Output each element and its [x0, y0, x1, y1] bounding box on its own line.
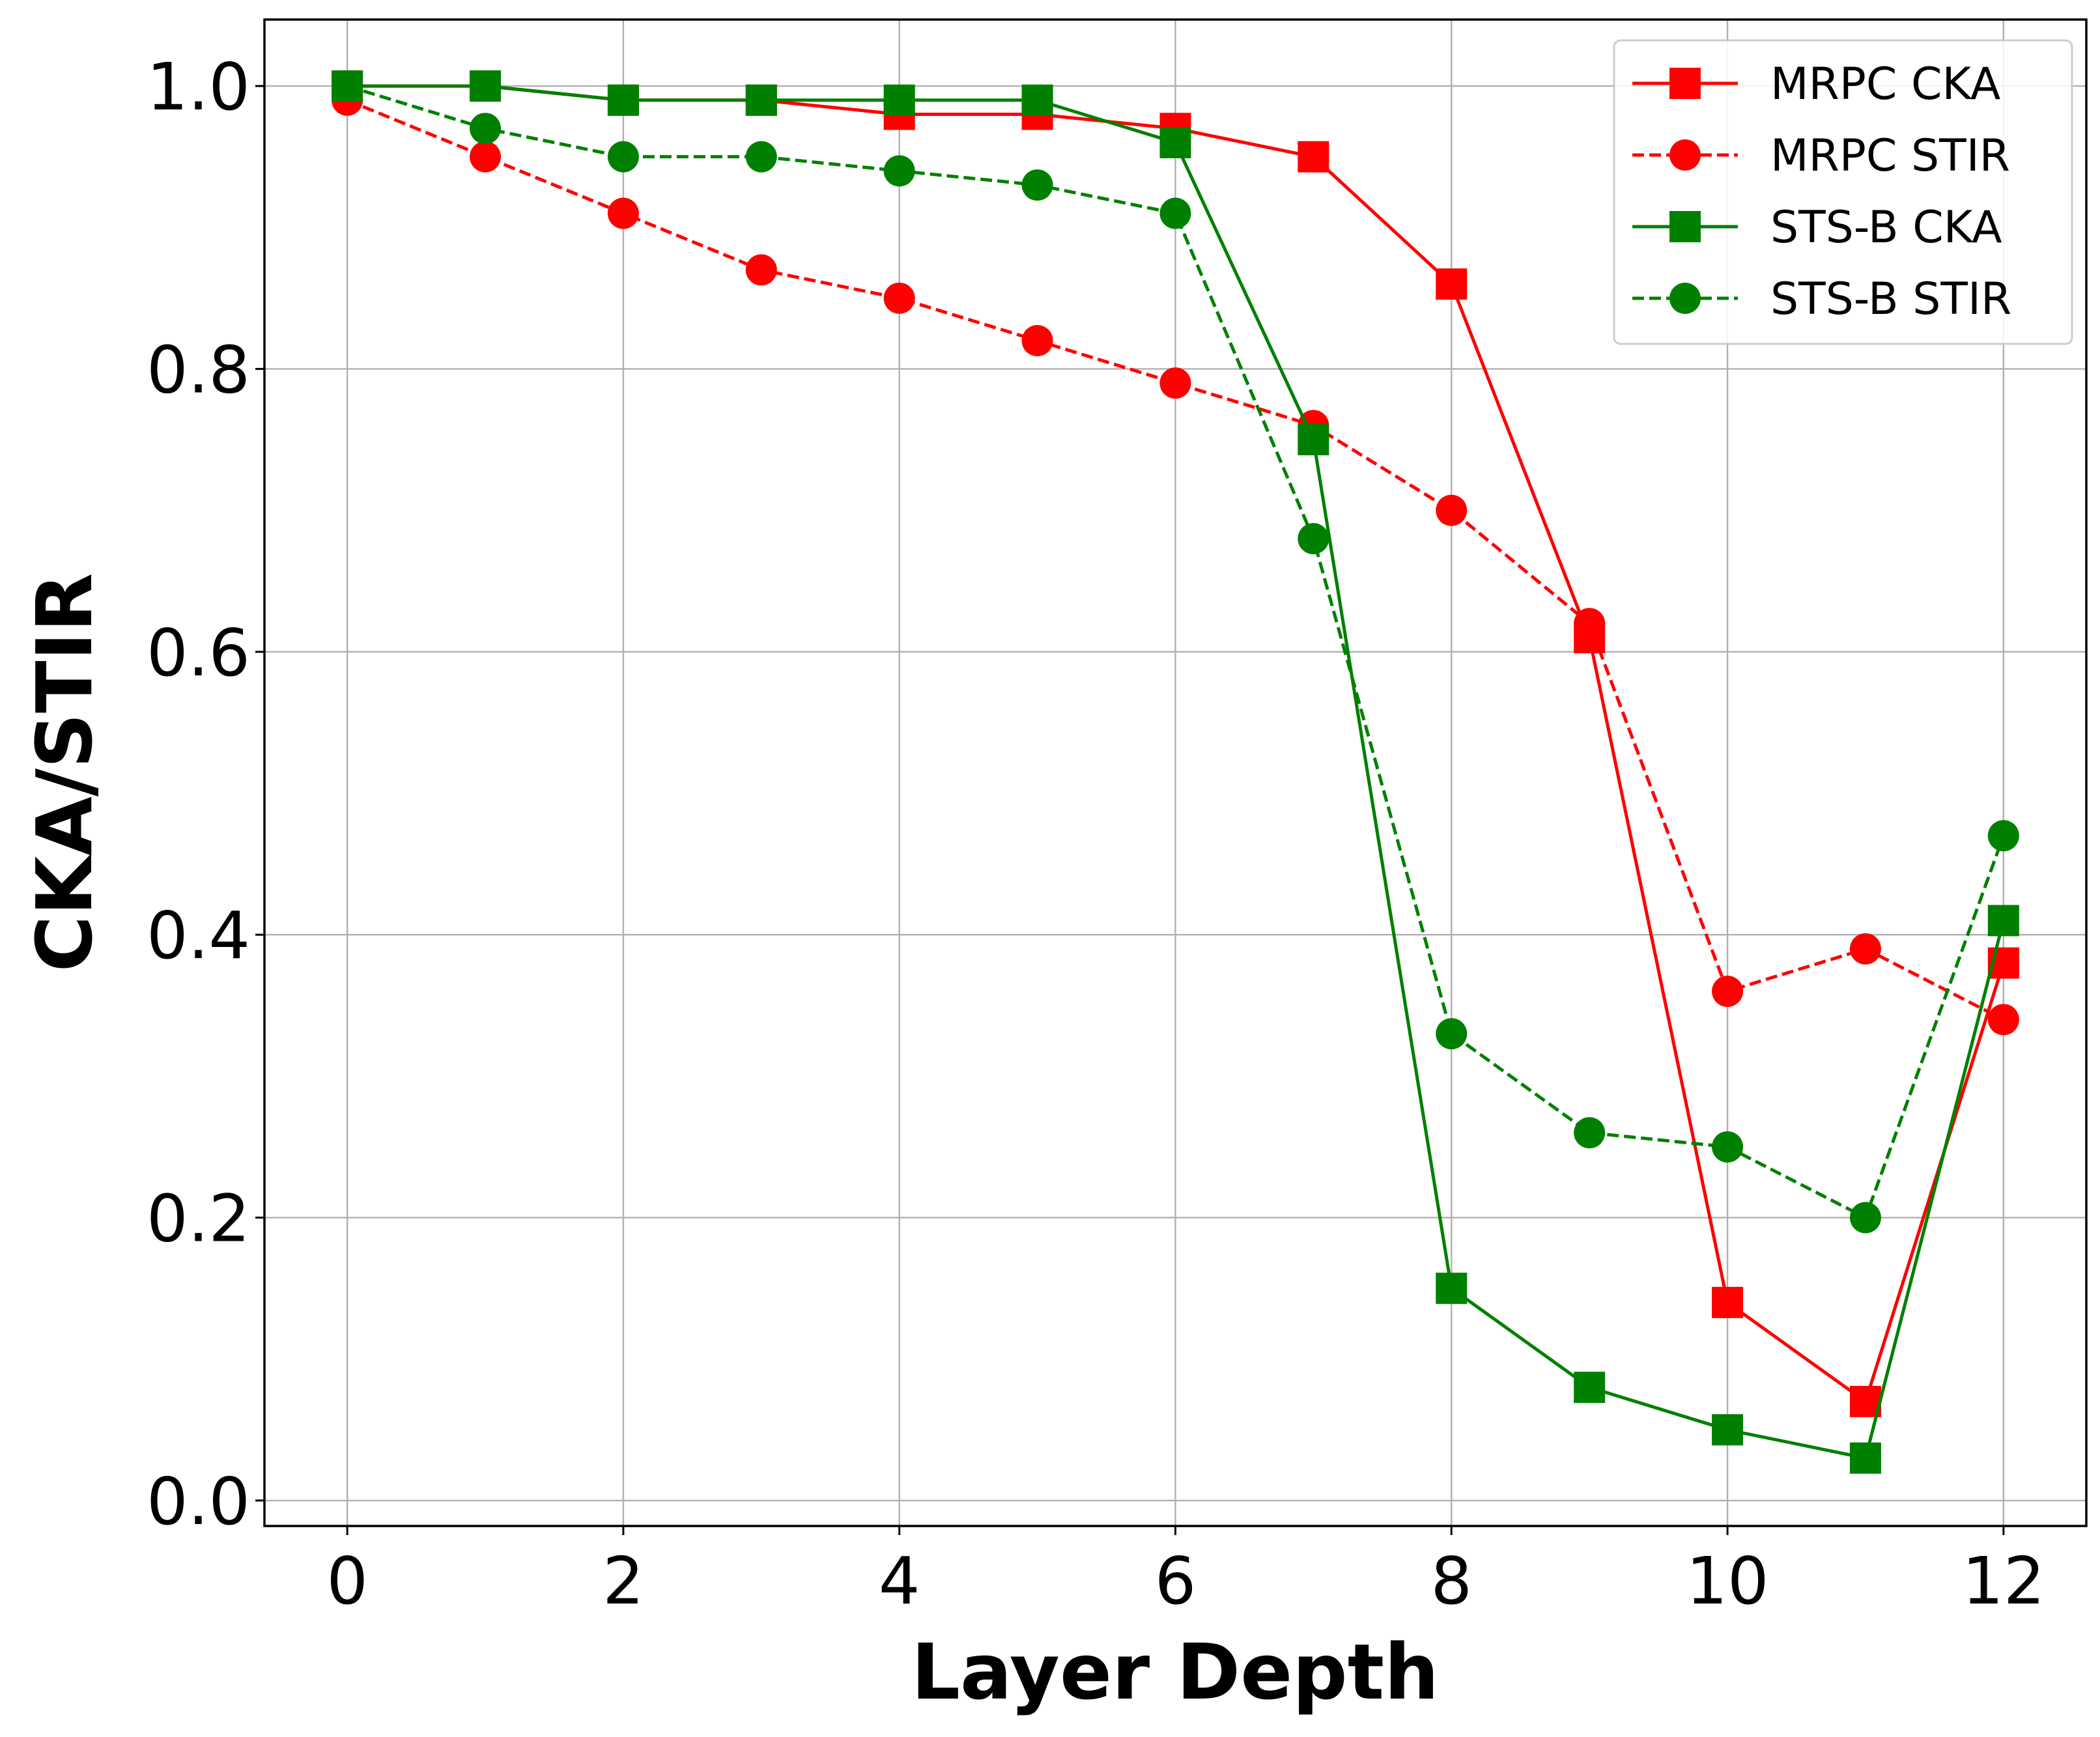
data-point-sts-b-stir [470, 113, 502, 145]
data-point-sts-b-cka [883, 84, 915, 116]
y-tick-label: 0.0 [147, 1463, 250, 1540]
data-point-sts-b-cka [607, 84, 639, 116]
data-point-sts-b-stir [607, 141, 639, 173]
legend-label-sts-b-cka: STS-B CKA [1770, 202, 2002, 253]
data-point-mrpc-stir [470, 141, 502, 173]
data-point-sts-b-stir [1298, 523, 1329, 555]
data-point-sts-b-stir [1159, 197, 1191, 229]
x-tick-label: 10 [1686, 1543, 1768, 1619]
data-point-sts-b-cka [1987, 905, 2019, 937]
data-point-sts-b-cka [1021, 84, 1053, 116]
data-point-mrpc-stir [1987, 1004, 2019, 1036]
data-point-mrpc-stir [883, 282, 915, 314]
x-tick-label: 0 [326, 1543, 368, 1619]
data-point-sts-b-stir [1849, 1202, 1881, 1234]
legend-marker-sts-b-stir [1669, 283, 1701, 314]
data-point-sts-b-cka [1849, 1442, 1881, 1474]
data-point-sts-b-stir [1987, 820, 2019, 852]
data-point-sts-b-stir [745, 141, 777, 173]
data-point-mrpc-stir [1021, 325, 1053, 357]
y-tick-label: 1.0 [147, 49, 250, 125]
x-tick-label: 4 [879, 1543, 920, 1619]
legend-marker-mrpc-cka [1669, 68, 1701, 99]
data-point-mrpc-stir [1159, 367, 1191, 399]
data-point-mrpc-cka [1436, 268, 1468, 300]
legend-label-mrpc-stir: MRPC STIR [1770, 130, 2010, 182]
ticks: 0 2 4 6 8 10 12 0.0 0.2 0.4 0.6 0.8 1.0 [147, 49, 2045, 1619]
data-point-sts-b-cka [1574, 1372, 1606, 1404]
y-tick-label: 0.6 [147, 615, 250, 691]
x-tick-label: 8 [1430, 1543, 1472, 1619]
data-point-sts-b-stir [1712, 1131, 1744, 1163]
y-tick-label: 0.8 [147, 332, 250, 408]
y-tick-label: 0.4 [147, 897, 250, 974]
data-point-mrpc-stir [1849, 933, 1881, 965]
legend-frame [1613, 39, 2073, 345]
data-point-sts-b-cka [1436, 1273, 1468, 1305]
data-point-sts-b-stir [883, 155, 915, 187]
data-point-mrpc-stir [607, 197, 639, 229]
data-point-sts-b-stir [1021, 169, 1053, 201]
data-point-sts-b-cka [1159, 126, 1191, 158]
data-point-mrpc-cka [1712, 1286, 1744, 1318]
legend-label-sts-b-stir: STS-B STIR [1770, 274, 2011, 325]
legend-label-mrpc-cka: MRPC CKA [1770, 59, 2000, 110]
series-sts-b-cka [332, 70, 2019, 1474]
data-point-sts-b-cka [1298, 424, 1329, 456]
data-point-sts-b-cka [1712, 1414, 1744, 1446]
series-mrpc-stir [332, 84, 2019, 1036]
grid [264, 20, 2086, 1526]
data-point-sts-b-cka [470, 70, 502, 102]
y-tick-label: 0.2 [147, 1181, 250, 1257]
legend: MRPC CKA MRPC STIR STS-B CKA STS-B STIR [1613, 39, 2073, 345]
data-point-sts-b-cka [745, 84, 777, 116]
data-point-sts-b-stir [332, 70, 363, 102]
x-tick-label: 6 [1155, 1543, 1197, 1619]
data-point-mrpc-stir [745, 254, 777, 286]
data-point-sts-b-stir [1574, 1117, 1606, 1149]
series-sts-b-stir [332, 70, 2019, 1234]
x-axis-title: Layer Depth [911, 1627, 1439, 1717]
x-tick-label: 2 [603, 1543, 644, 1619]
x-tick-label: 12 [1962, 1543, 2045, 1619]
data-point-mrpc-stir [1574, 608, 1606, 640]
y-axis-title: CKA/STIR [20, 573, 109, 972]
data-point-mrpc-stir [1436, 494, 1468, 526]
data-point-mrpc-cka [1298, 141, 1329, 173]
series-group [332, 70, 2019, 1474]
legend-marker-sts-b-cka [1669, 211, 1701, 242]
data-point-mrpc-stir [1712, 976, 1744, 1008]
data-point-sts-b-stir [1436, 1018, 1468, 1050]
legend-marker-mrpc-stir [1669, 139, 1701, 171]
